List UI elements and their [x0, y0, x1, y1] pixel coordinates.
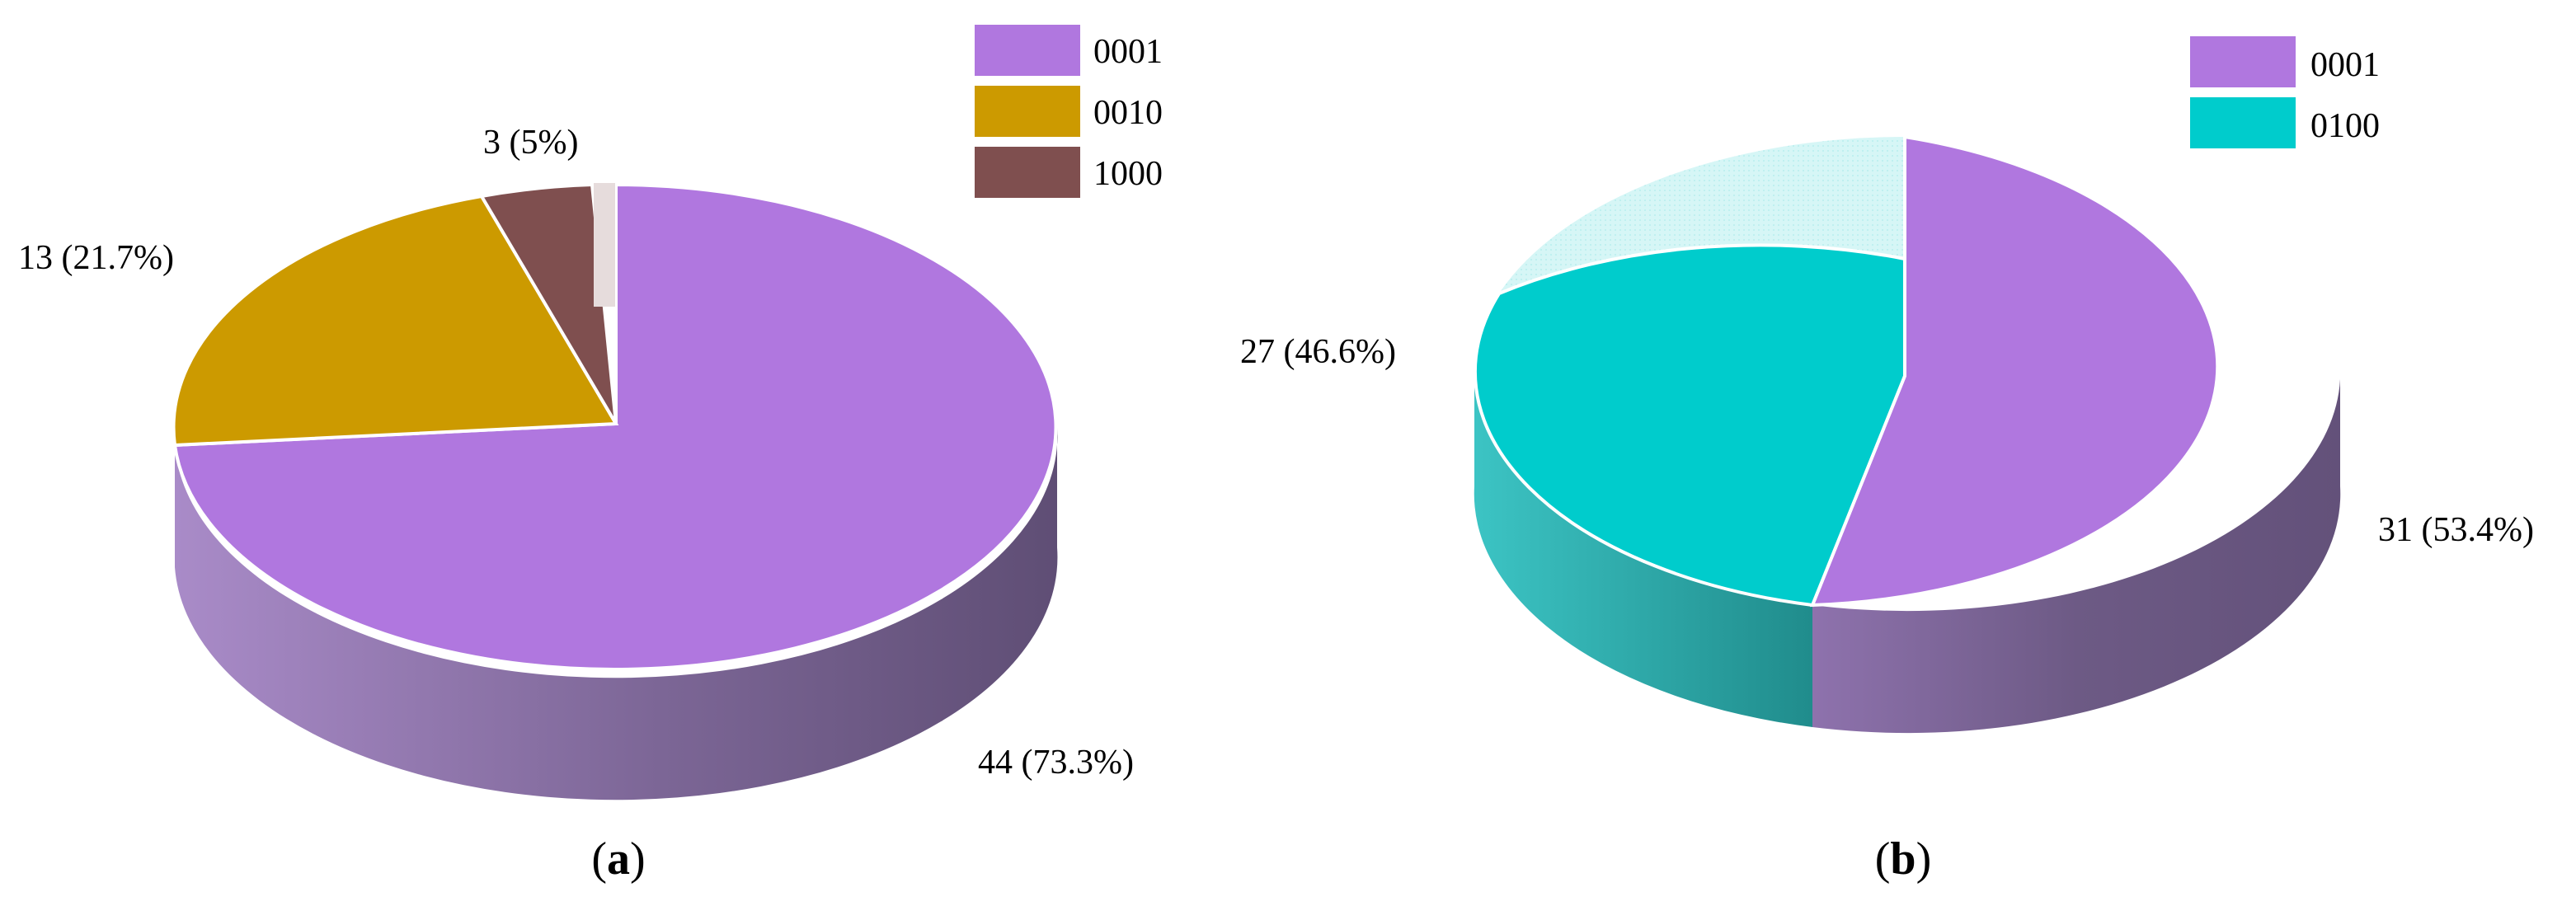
data-label-b-31: 31 (53.4%): [2378, 511, 2534, 549]
legend-b-label-0100: 0100: [2310, 107, 2380, 145]
legend-b: 0001 0100: [2190, 36, 2380, 148]
legend-a-label-0010: 0010: [1093, 94, 1163, 132]
slice-b-0100: [1473, 243, 1906, 608]
slice-a-1000-highlight: [594, 183, 615, 307]
slice-b-0100-side: [1474, 379, 1812, 727]
legend-a-swatch-0001: [975, 25, 1080, 76]
slice-b-0001: [1809, 134, 2220, 608]
legend-b-label-0001: 0001: [2310, 46, 2380, 84]
panel-label-a: (a): [591, 833, 645, 885]
legend-a: 0001 0010 1000: [975, 25, 1163, 198]
data-label-a-44: 44 (73.3%): [978, 744, 1134, 782]
legend-a-label-0001: 0001: [1093, 33, 1163, 71]
legend-a-swatch-0010: [975, 86, 1080, 137]
slice-a-0001-side: [175, 425, 1058, 800]
slice-a-1000: [478, 182, 618, 425]
slice-b-0001-side: [1812, 379, 2341, 734]
panel-label-b: (b): [1875, 833, 1931, 885]
chart-b: 0001 0100 31 (53.4%) 27 (46.6%) (b): [1240, 36, 2534, 885]
slice-a-0001: [172, 182, 1058, 671]
legend-a-label-1000: 1000: [1093, 155, 1163, 193]
legend-b-swatch-0100: [2190, 97, 2296, 148]
chart-a: 0001 0010 1000 44 (73.3%) 13 (21.7%) 3 (…: [18, 25, 1163, 885]
data-label-a-3: 3 (5%): [483, 124, 578, 162]
data-label-a-13: 13 (21.7%): [18, 239, 174, 277]
legend-b-swatch-0001: [2190, 36, 2296, 87]
slice-a-0010: [172, 194, 619, 448]
legend-a-swatch-1000: [975, 147, 1080, 198]
data-label-b-27: 27 (46.6%): [1240, 333, 1396, 371]
